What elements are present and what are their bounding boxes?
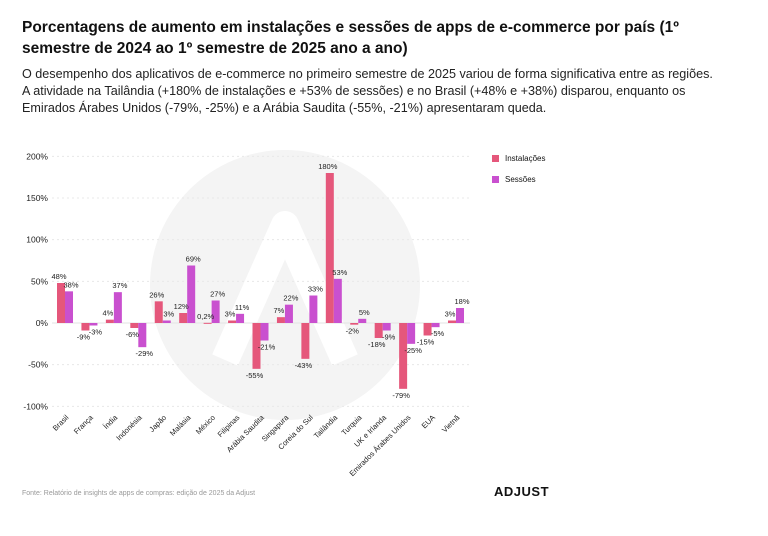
sessions-bar <box>236 313 245 323</box>
sessions-bar <box>382 323 391 331</box>
installs-bar <box>325 173 334 323</box>
installs-data-label: 3% <box>225 310 236 319</box>
installs-bar <box>350 323 359 325</box>
sessions-data-label: 38% <box>63 280 78 289</box>
y-tick-label: 200% <box>26 151 48 161</box>
sessions-bar <box>187 265 196 323</box>
sessions-data-label: 3% <box>163 310 174 319</box>
installs-bar <box>203 322 212 324</box>
installs-bar <box>154 301 163 323</box>
x-tick-label: Indonésia <box>114 412 144 442</box>
sessions-bar <box>260 323 269 341</box>
x-tick-label: Vietnã <box>440 412 462 434</box>
sessions-bar <box>89 323 98 326</box>
x-tick-label: Índia <box>101 412 119 430</box>
installs-data-label: 7% <box>274 306 285 315</box>
installs-data-label: 26% <box>149 290 164 299</box>
installs-bar <box>81 323 90 331</box>
installs-bar <box>301 323 310 359</box>
sessions-data-label: 33% <box>308 285 323 294</box>
sessions-bar <box>113 292 122 323</box>
sessions-bar <box>138 323 147 348</box>
chart-title: Porcentagens de aumento em instalações e… <box>22 19 679 57</box>
installs-data-label: -55% <box>246 371 264 380</box>
installs-data-label: 12% <box>174 302 189 311</box>
x-tick-label: Tailândia <box>312 412 340 440</box>
x-tick-label: Brasil <box>51 413 71 433</box>
installs-bar <box>448 320 456 323</box>
installs-bar <box>423 323 432 336</box>
sessions-data-label: 5% <box>359 308 370 317</box>
sessions-data-label: -29% <box>136 349 154 358</box>
installs-bar <box>179 313 188 323</box>
sessions-bar <box>431 323 440 328</box>
installs-bar <box>374 323 383 338</box>
installs-bar <box>252 323 261 369</box>
legend-swatch-sessions <box>492 176 499 183</box>
adjust-logo: ADJUST <box>494 484 550 499</box>
installs-data-label: -2% <box>346 327 360 336</box>
sessions-bar <box>162 320 171 323</box>
sessions-bar <box>309 295 318 323</box>
installs-data-label: -9% <box>77 333 91 342</box>
sessions-data-label: 37% <box>112 281 127 290</box>
sessions-bar <box>407 323 416 344</box>
installs-bar <box>57 283 65 323</box>
installs-data-label: -43% <box>295 361 313 370</box>
sessions-data-label: -9% <box>382 333 396 342</box>
installs-data-label: 3% <box>445 310 456 319</box>
y-tick-label: 150% <box>26 193 48 203</box>
legend-swatch-installs <box>492 155 499 162</box>
legend-item-sessions: Sessões <box>492 175 536 184</box>
y-tick-label: -50% <box>28 360 48 370</box>
installs-data-label: 4% <box>102 309 113 318</box>
installs-data-label: -79% <box>392 391 410 400</box>
y-tick-label: 100% <box>26 235 48 245</box>
installs-bar <box>276 317 285 323</box>
sessions-bar <box>333 278 342 323</box>
sessions-data-label: -5% <box>431 329 445 338</box>
sessions-bar <box>211 300 220 323</box>
legend-label-installs: Instalações <box>505 154 546 163</box>
sessions-data-label: 11% <box>235 303 250 312</box>
watermark-logo <box>150 150 420 420</box>
x-tick-label: EUA <box>420 413 437 430</box>
sessions-data-label: 27% <box>210 290 225 299</box>
y-tick-label: -100% <box>23 401 48 411</box>
x-tick-label: Japão <box>147 413 168 434</box>
installs-data-label: 48% <box>51 272 66 281</box>
x-tick-label: Malásia <box>168 412 193 437</box>
sessions-data-label: 69% <box>186 255 201 264</box>
sessions-data-label: 22% <box>283 294 298 303</box>
installs-bar <box>130 323 139 328</box>
installs-data-label: 0,2% <box>197 312 214 321</box>
sessions-data-label: -3% <box>89 328 103 337</box>
installs-data-label: -15% <box>417 338 435 347</box>
y-tick-label: 50% <box>31 276 48 286</box>
sessions-data-label: -25% <box>404 346 422 355</box>
sessions-data-label: 18% <box>454 297 469 306</box>
chart-description: O desempenho dos aplicativos de e-commer… <box>22 67 713 115</box>
x-tick-label: França <box>72 412 95 435</box>
sessions-bar <box>456 308 464 323</box>
sessions-bar <box>65 291 73 323</box>
sessions-data-label: 53% <box>332 268 347 277</box>
installs-data-label: 180% <box>318 162 338 171</box>
installs-bar <box>228 320 237 323</box>
source-note: Fonte: Relatório de insights de apps de … <box>22 490 256 497</box>
legend-item-installs: Instalações <box>492 154 545 163</box>
x-tick-label: México <box>194 413 217 436</box>
sessions-bar <box>284 304 293 323</box>
installs-bar <box>105 319 114 323</box>
y-tick-label: 0% <box>36 318 49 328</box>
sessions-bar <box>358 318 367 323</box>
installs-data-label: -6% <box>126 330 140 339</box>
installs-data-label: -18% <box>368 340 386 349</box>
installs-bar <box>399 323 408 389</box>
legend-label-sessions: Sessões <box>505 175 536 184</box>
sessions-data-label: -21% <box>258 343 276 352</box>
